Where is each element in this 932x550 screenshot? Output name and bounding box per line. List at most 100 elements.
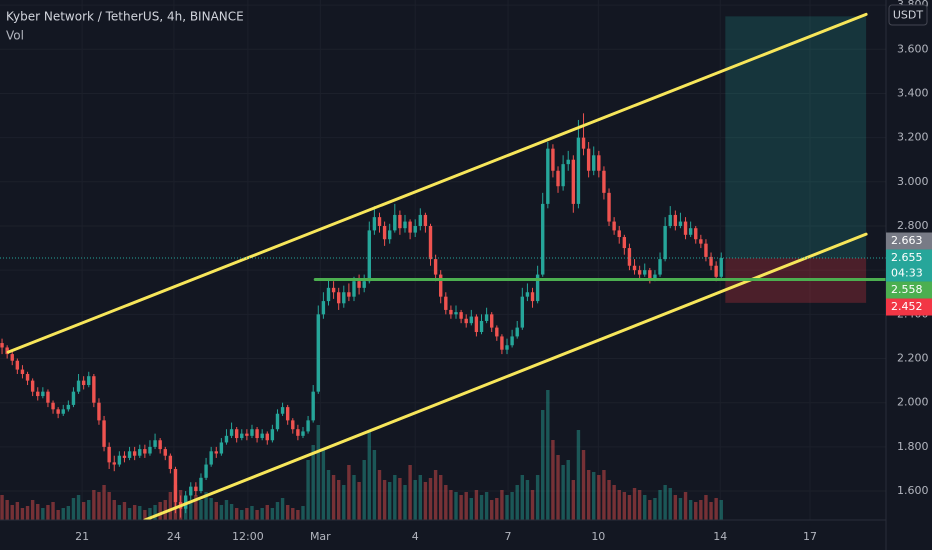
candle-body xyxy=(612,221,616,231)
candle-body xyxy=(0,343,4,348)
currency-box[interactable] xyxy=(888,4,928,26)
volume-bar xyxy=(81,502,86,520)
candle-body xyxy=(372,217,377,231)
volume-bar xyxy=(428,478,433,520)
volume-bar xyxy=(316,425,320,520)
candle-body xyxy=(576,137,581,204)
candle-body xyxy=(30,380,35,392)
candle-body xyxy=(132,451,137,456)
candle-body xyxy=(122,455,127,458)
y-tick-label: 3.000 xyxy=(897,175,929,188)
volume-bar xyxy=(678,498,683,520)
candle-body xyxy=(413,225,417,233)
volume-bar xyxy=(25,506,30,520)
volume-bar xyxy=(168,492,173,520)
volume-bar xyxy=(581,450,586,520)
candle-body xyxy=(479,320,484,333)
volume-bar xyxy=(250,506,254,520)
currency[interactable]: USDT xyxy=(893,9,924,22)
candle-body xyxy=(87,376,91,386)
volume-bar xyxy=(530,490,535,520)
candle-body xyxy=(291,420,295,430)
candle-body xyxy=(199,477,203,492)
volume-bar xyxy=(71,498,76,520)
volume-bar xyxy=(0,495,4,520)
candle-body xyxy=(46,391,50,403)
volume-bar xyxy=(112,500,116,520)
candle-body xyxy=(148,446,152,454)
volume-bar xyxy=(408,465,412,520)
candle-body xyxy=(163,449,167,456)
candle-body xyxy=(423,214,428,226)
candle-body xyxy=(454,312,458,315)
candle-body xyxy=(495,327,499,337)
volume-bar xyxy=(622,492,627,520)
volume-bar xyxy=(515,485,519,520)
volume-bar xyxy=(280,498,285,520)
volume-bar xyxy=(403,485,407,520)
trendline xyxy=(143,232,868,520)
volume-bar xyxy=(469,498,474,520)
volume-bar xyxy=(357,482,361,520)
volume-bar xyxy=(347,465,351,520)
volume-bar xyxy=(61,508,65,520)
candle-body xyxy=(260,433,264,439)
x-tick-label: 7 xyxy=(505,530,512,543)
candle-body xyxy=(607,192,611,222)
volume-bar xyxy=(189,502,193,520)
volume-bar xyxy=(51,502,55,520)
candle-body xyxy=(398,214,402,229)
candle-body xyxy=(352,281,356,297)
candle-body xyxy=(51,402,55,410)
volume-bar xyxy=(326,470,331,520)
volume-bar xyxy=(714,498,718,520)
price-tag-label: 2.655 xyxy=(891,251,923,264)
candle-body xyxy=(622,237,627,249)
volume-bar xyxy=(153,505,157,520)
volume-bar xyxy=(66,506,71,520)
candle-body xyxy=(285,407,290,421)
volume-bar xyxy=(138,506,142,520)
x-tick-label: Mar xyxy=(310,530,331,543)
candle-body xyxy=(229,429,234,436)
candle-body xyxy=(469,316,474,324)
candle-body xyxy=(97,402,101,421)
candle-body xyxy=(490,314,494,328)
volume-bar xyxy=(648,500,652,520)
candle-body xyxy=(117,455,122,465)
candle-body xyxy=(194,486,198,492)
volume-bar xyxy=(663,485,667,520)
volume-bar xyxy=(632,488,637,520)
volume-bar xyxy=(449,490,453,520)
volume-bar xyxy=(214,502,218,520)
candle-body xyxy=(265,433,269,441)
volume-bar xyxy=(454,492,458,520)
volume-bar xyxy=(551,440,555,520)
candle-body xyxy=(464,318,468,324)
price-tag xyxy=(886,232,932,250)
candle-body xyxy=(342,292,346,304)
volume-bar xyxy=(87,500,91,520)
volume-bar xyxy=(637,490,642,520)
volume-bar xyxy=(418,475,423,520)
x-tick-label: 4 xyxy=(412,530,419,543)
price-tags: 2.663 2.655 04:33 2.558 2.452 xyxy=(886,232,932,316)
candle-body xyxy=(403,221,407,229)
volume-bar xyxy=(719,500,723,520)
volume-bar xyxy=(224,500,229,520)
position-target-zone xyxy=(725,16,867,259)
candle-body xyxy=(36,391,40,397)
volume-bar xyxy=(658,490,662,520)
volume-bar xyxy=(612,485,616,520)
candle-body xyxy=(326,287,331,302)
candle-body xyxy=(678,221,683,226)
volume-bar xyxy=(607,480,611,520)
candle-body xyxy=(336,292,341,304)
candle-body xyxy=(240,433,244,439)
y-tick-label: 2.000 xyxy=(897,396,929,409)
candle-body xyxy=(581,137,586,149)
drawing-layer xyxy=(0,12,886,520)
volume-bar xyxy=(413,480,417,520)
